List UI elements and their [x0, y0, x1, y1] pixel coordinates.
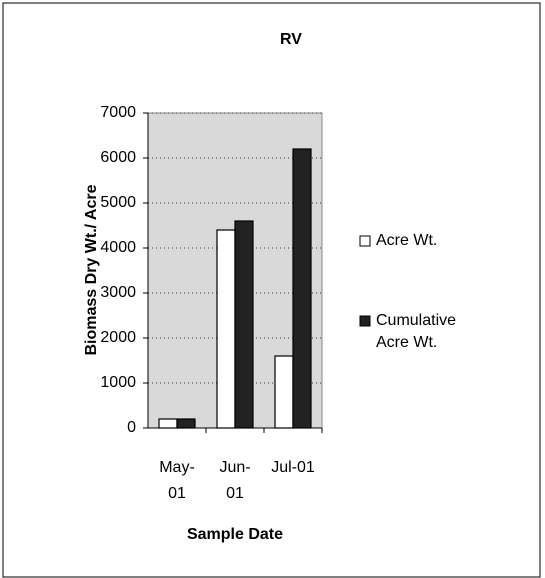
bar — [234, 220, 254, 429]
y-tick-label: 5000 — [100, 194, 136, 211]
y-tick-label: 3000 — [100, 284, 136, 301]
legend-label: Acre Wt. — [376, 232, 438, 249]
y-tick-label: 7000 — [100, 104, 136, 121]
chart-title: RV — [280, 31, 302, 48]
bar — [158, 418, 178, 429]
y-axis-title: Biomass Dry Wt./ Acre — [83, 184, 100, 355]
x-tick-label: Jul-01 — [271, 459, 315, 476]
bar — [176, 418, 196, 429]
legend-label: Cumulative Acre Wt. — [376, 312, 457, 351]
bar — [274, 355, 294, 429]
legend-marker — [359, 315, 371, 327]
legend-marker — [359, 235, 371, 247]
y-tick-label: 2000 — [100, 329, 136, 346]
x-axis-title: Sample Date — [187, 526, 283, 543]
bar — [292, 148, 312, 429]
y-tick-label: 1000 — [100, 374, 136, 391]
x-tick-label: May-01 — [159, 459, 195, 502]
y-tick-label: 6000 — [100, 149, 136, 166]
y-tick-label: 4000 — [100, 239, 136, 256]
bar — [216, 229, 236, 429]
x-tick-label: Jun-01 — [219, 459, 251, 502]
y-tick-label: 0 — [127, 419, 136, 436]
